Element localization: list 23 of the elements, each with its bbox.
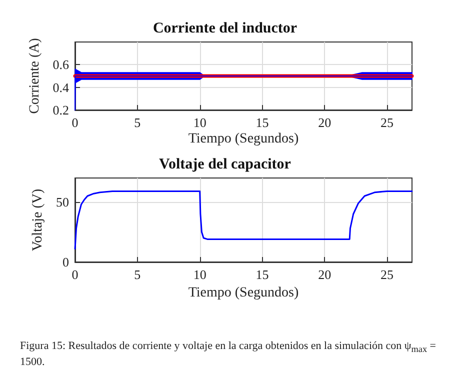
y-axis-title: Corriente (A) [27,38,42,114]
x-tick-label: 20 [318,115,332,130]
x-tick-label: 25 [380,115,394,130]
x-axis-title: Tiempo (Segundos) [188,132,299,146]
y-axis-title: Voltaje (V) [30,188,46,252]
x-axis-title: Tiempo (Segundos) [188,285,299,300]
x-tick-label: 20 [318,267,332,282]
x-tick-label: 5 [134,115,141,130]
chart-title: Corriente del inductor [152,20,298,36]
y-tick-label: 0.6 [52,57,70,72]
y-tick-label: 50 [56,194,69,210]
y-tick-label: 0 [62,254,69,270]
x-tick-label: 10 [193,267,206,282]
x-tick-label: 15 [256,115,269,130]
chart-title: Voltaje del capacitor [159,156,292,172]
x-tick-label: 10 [193,115,206,130]
x-tick-label: 5 [134,267,141,282]
x-tick-label: 25 [380,267,394,282]
x-tick-label: 15 [256,267,269,282]
text: Figura 15: Resultados de corriente y voltaje en la carga obtenidos en la simulación con ψ$_{max}$ = 1500. [20,340,436,368]
y-tick-label: 0.4 [52,80,70,95]
y-tick-label: 0.2 [52,102,69,118]
line-series [74,190,413,250]
